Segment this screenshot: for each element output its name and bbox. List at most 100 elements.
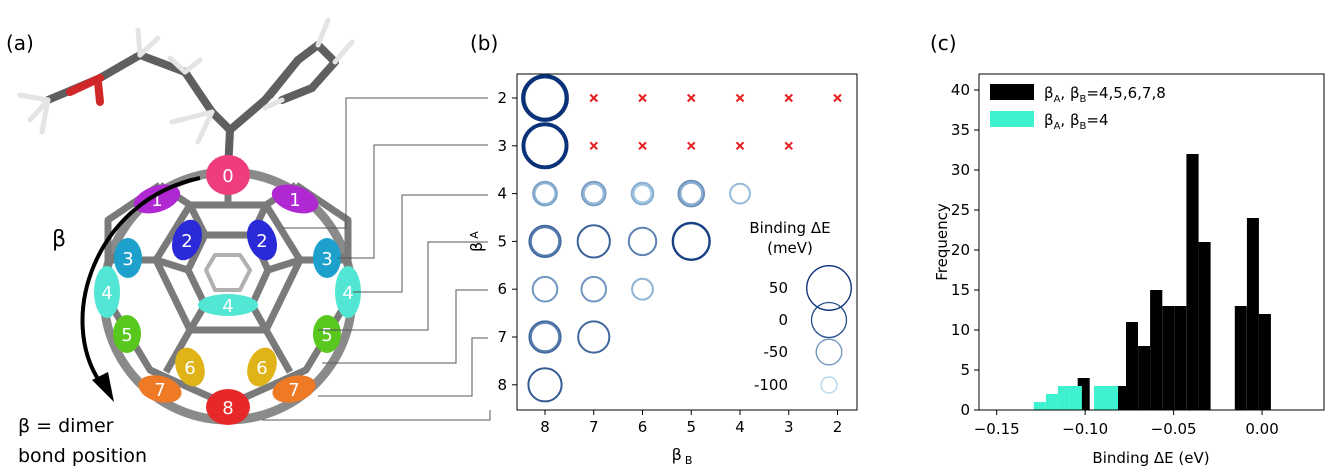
legend-title-line-1: Binding ΔE [749, 219, 830, 237]
legend-title-line-2: (meV) [767, 239, 813, 257]
bubble-ring [531, 275, 559, 303]
bubble-ring [631, 277, 654, 301]
bubble-ring [627, 226, 658, 257]
site-marker-7-left: 7 [138, 375, 182, 403]
bubble-ring [523, 123, 567, 168]
site-marker-4-center: 4 [198, 294, 258, 317]
plot-frame [978, 73, 1325, 411]
x-axis-ticks: −0.15 −0.10 −0.05 0.00 [974, 410, 1279, 438]
plot-frame [516, 73, 858, 411]
bar-position-4 [1033, 402, 1046, 410]
x-tick-label: 4 [735, 418, 745, 436]
bubble-a7-b7 [577, 320, 611, 354]
bubble-ring [679, 181, 704, 206]
bubble-a5-b8 [528, 224, 562, 258]
leader-lines [262, 97, 491, 421]
y-tick-label: 30 [951, 161, 970, 179]
legend-circle [820, 376, 838, 394]
site-marker-4-left: 4 [94, 266, 120, 318]
x-tick-label: 3 [784, 418, 794, 436]
svg-text:4: 4 [101, 283, 112, 304]
bubble-ring [528, 320, 562, 354]
site-marker-6-left: 6 [175, 347, 205, 387]
site-marker-6-right: 6 [247, 347, 277, 387]
legend-value: -100 [754, 376, 788, 394]
legend-swatch-cyan [990, 111, 1034, 127]
cross-a3-b3 [784, 141, 793, 151]
beta-symbol: β [52, 227, 66, 252]
site-marker-5-right: 5 [313, 315, 341, 353]
bubble-ring [532, 180, 558, 207]
bubble-a6-b7 [580, 275, 608, 303]
svg-text:5: 5 [121, 325, 132, 346]
cross-a2-b2 [833, 93, 842, 103]
bar-all-positions [1234, 306, 1247, 410]
cross-a3-b6 [638, 141, 647, 151]
bubble-ring [523, 75, 567, 120]
y-tick-label: 3 [497, 137, 507, 155]
cross-a2-b3 [784, 93, 793, 103]
legend-value: 50 [769, 279, 788, 297]
legend-label-black: βA, βB=4,5,6,7,8 [1044, 84, 1166, 105]
cross-a3-b4 [735, 141, 745, 151]
y-tick-label: 15 [951, 281, 970, 299]
bubble-ring [529, 226, 561, 257]
svg-text:7: 7 [288, 380, 299, 401]
bubble-ring [582, 182, 605, 205]
bubble-a4-b7 [580, 180, 607, 207]
svg-text:6: 6 [256, 358, 267, 379]
x-axis-label: Binding ΔE (eV) [1092, 449, 1209, 467]
panel-c: (c) 0 5 10 15 20 25 30 35 40 −0.15 −0.10 −0.05 0.00… [920, 0, 1330, 468]
y-tick-label: 0 [960, 401, 970, 419]
cross-marks [589, 93, 842, 151]
cross-a2-b7 [589, 93, 598, 103]
svg-text:3: 3 [122, 249, 133, 270]
cross-a2-b4 [735, 93, 745, 103]
bubble-ring [533, 182, 557, 206]
size-legend: 50 0 -50 -100 [754, 265, 852, 394]
y-axis-ticks: 0 5 10 15 20 25 30 35 40 [951, 81, 979, 419]
y-tick-label: 40 [951, 81, 970, 99]
ligand-molecule [17, 17, 355, 174]
bubble-a4-b4 [729, 182, 751, 205]
site-marker-3-right: 3 [313, 238, 341, 278]
cross-a3-b5 [687, 141, 696, 151]
bubble-ring [529, 321, 561, 353]
svg-text:5: 5 [321, 325, 332, 346]
histogram-bars [1033, 154, 1271, 410]
bar-all-positions [1174, 306, 1187, 410]
legend-value: 0 [778, 311, 788, 329]
bubble-a3-b8 [521, 122, 569, 170]
svg-text:8: 8 [222, 398, 233, 419]
bar-position-4 [1094, 386, 1106, 410]
y-tick-label: 10 [951, 321, 970, 339]
bar-all-positions [1150, 290, 1163, 410]
svg-text:2: 2 [256, 231, 267, 252]
bubble-ring [632, 183, 653, 204]
panel-a-label: (a) [6, 31, 34, 55]
svg-text:7: 7 [154, 380, 165, 401]
y-axis-ticks: 2 3 4 5 6 7 8 [497, 89, 517, 394]
bar-all-positions [1246, 218, 1259, 410]
bar-all-positions [1198, 242, 1211, 410]
y-tick-label: 6 [497, 280, 507, 298]
y-tick-label: 35 [951, 121, 970, 139]
y-tick-label: 5 [497, 232, 507, 250]
cross-a2-b6 [638, 93, 647, 103]
beta-direction-arrow [80, 176, 201, 402]
x-tick-label: −0.15 [974, 420, 1020, 438]
bubble-a8-b8 [527, 367, 563, 403]
panel-b: (b) 2 3 4 5 6 7 8 8 7 6 5 4 3 2 βA βB Binding ΔE (me… [467, 0, 910, 468]
cross-a3-b7 [589, 141, 598, 151]
bar-position-4 [1045, 394, 1058, 410]
bubble-ring [729, 182, 751, 205]
x-tick-label: 2 [833, 418, 843, 436]
site-marker-1-left: 1 [133, 184, 181, 214]
legend-circle [815, 338, 843, 366]
bubble-ring [630, 181, 655, 206]
bubble-a4-b6 [630, 181, 655, 206]
caption-line-2: bond position [18, 445, 147, 467]
molecule-illustration: (a) [6, 17, 491, 467]
x-tick-label: 8 [540, 418, 550, 436]
